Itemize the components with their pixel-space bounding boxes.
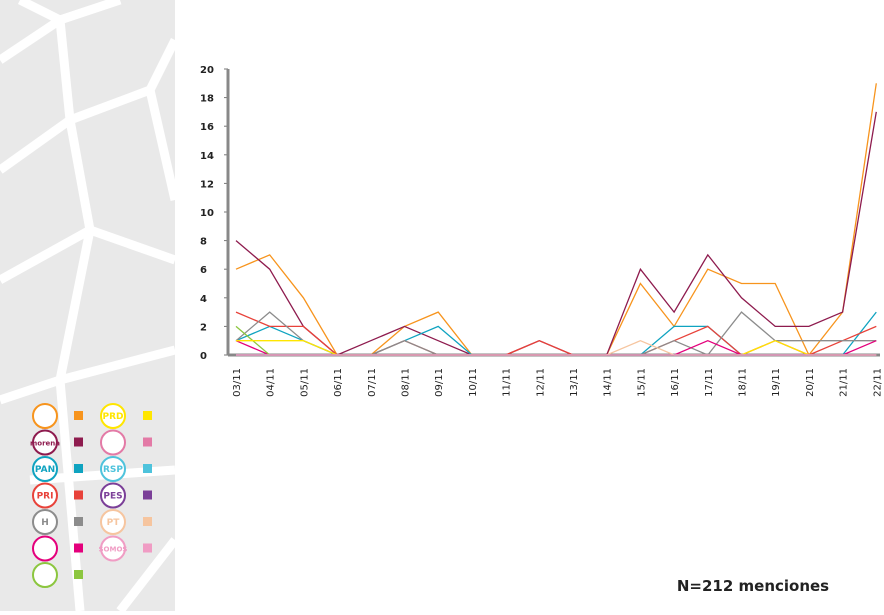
y-tick-label: 10 [200, 208, 214, 219]
legend-logo [100, 429, 126, 456]
y-tick-label: 14 [200, 151, 214, 162]
x-tick-label: 14/11 [603, 368, 614, 397]
y-tick-label: 12 [200, 179, 214, 190]
x-tick-label: 15/11 [636, 368, 647, 397]
side-decoration [0, 0, 180, 614]
legend-logo [100, 535, 126, 562]
legend-logo [32, 429, 58, 456]
annotation: N=212 menciones [677, 577, 829, 595]
x-tick-label: 18/11 [738, 368, 749, 397]
y-tick-label: 20 [200, 65, 214, 76]
legend-label: SOMOS [99, 546, 128, 554]
x-tick-label: 03/11 [232, 368, 243, 397]
y-tick-label: 18 [200, 94, 214, 105]
legend-swatch [143, 464, 152, 473]
x-tick-label: 12/11 [535, 368, 546, 397]
y-tick-label: 16 [200, 122, 214, 133]
legend-swatch [74, 570, 83, 579]
x-tick-label: 21/11 [839, 368, 850, 397]
y-tick-label: 4 [200, 294, 207, 305]
y-tick-label: 2 [200, 322, 207, 333]
legend-label: PRI [37, 492, 54, 502]
y-tick-label: 6 [200, 265, 207, 276]
x-tick-label: 19/11 [771, 368, 782, 397]
x-tick-label: 20/11 [805, 368, 816, 397]
x-tick-label: 10/11 [468, 368, 479, 397]
legend-logo [100, 509, 126, 535]
legend-swatch [143, 490, 152, 500]
legend-label: RSP [103, 465, 123, 475]
legend-swatch [143, 543, 152, 553]
legend-swatch [74, 464, 83, 473]
legend-logo [32, 403, 58, 429]
series-line [235, 83, 877, 357]
x-tick-label: 17/11 [704, 368, 715, 397]
legend-logo [100, 482, 126, 509]
legend-swatch [143, 517, 152, 526]
series-line [235, 311, 877, 356]
series-line [235, 311, 877, 356]
series-line [235, 311, 877, 356]
x-tick-label: 22/11 [872, 368, 883, 397]
series-line [235, 111, 877, 356]
x-tick-label: 13/11 [569, 368, 580, 397]
legend-logo [32, 509, 58, 535]
legend-logo [32, 562, 58, 588]
x-tick-label: 07/11 [367, 368, 378, 397]
legend-label: PES [103, 492, 122, 502]
legend-label: PT [107, 518, 121, 528]
legend-logo [32, 535, 58, 562]
x-tick-label: 05/11 [299, 368, 310, 397]
legend-swatch [74, 517, 83, 526]
x-tick-label: 06/11 [333, 368, 344, 397]
x-tick-label: 16/11 [670, 368, 681, 397]
legend-logo [100, 456, 126, 482]
legend-logo [100, 403, 126, 429]
x-tick-label: 04/11 [266, 368, 277, 397]
legend-label: H [41, 518, 49, 528]
legend-swatch [74, 543, 83, 553]
y-tick-label: 8 [200, 237, 207, 248]
legend-swatch [74, 437, 83, 447]
x-tick-label: 11/11 [502, 368, 513, 397]
y-tick-label: 0 [200, 351, 207, 362]
legend-logo [32, 456, 58, 482]
x-tick-label: 08/11 [401, 368, 412, 397]
legend-label: PRD [103, 412, 124, 422]
legend-label: PAN [35, 465, 55, 475]
legend-swatch [143, 437, 152, 447]
legend-swatch [143, 411, 152, 420]
x-tick-label: 09/11 [434, 368, 445, 397]
legend-swatch [74, 411, 83, 420]
legend-logo [32, 482, 58, 509]
legend-label: morena [30, 440, 60, 448]
legend-swatch [74, 490, 83, 500]
